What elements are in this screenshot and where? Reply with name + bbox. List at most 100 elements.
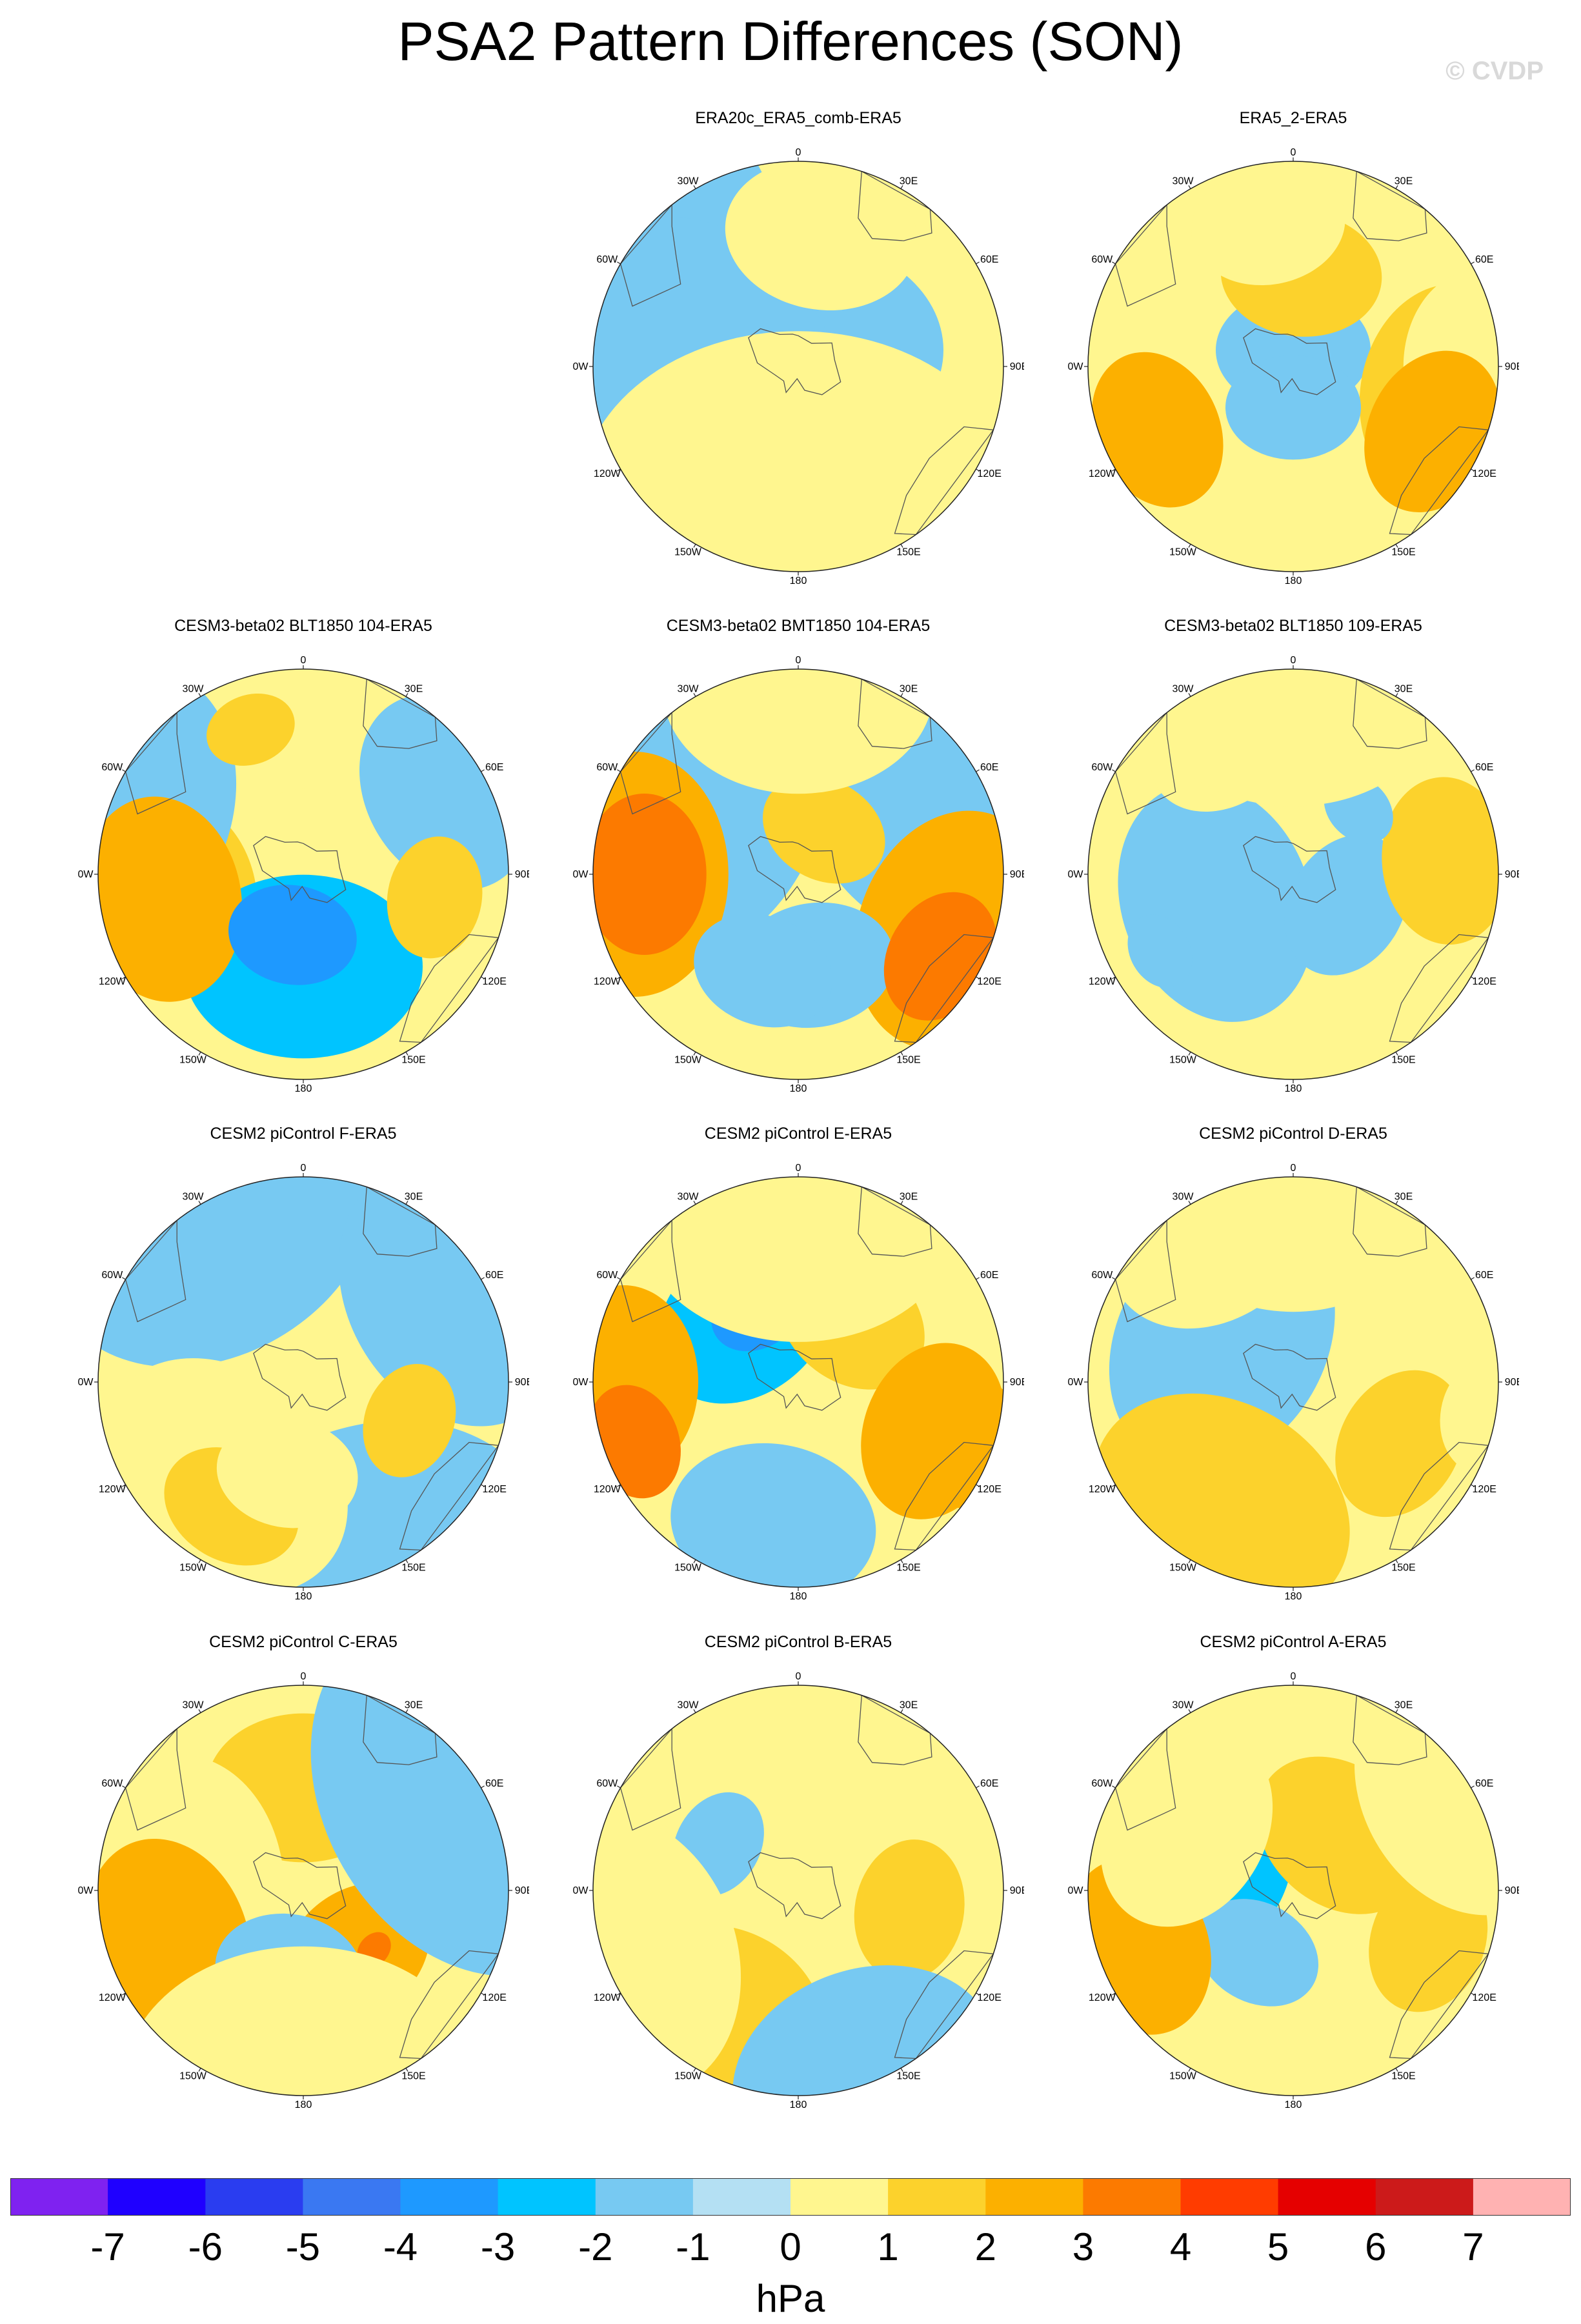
longitude-label: 60W	[1091, 762, 1113, 773]
anomaly-contour	[694, 914, 832, 1028]
anomaly-contour	[1150, 1430, 1304, 1565]
longitude-label: 180	[1285, 576, 1302, 586]
anomaly-contour	[98, 796, 243, 1002]
map-panel: CESM3-beta02 BMT1850 104-ERA5 0 30E 60E 90E 1…	[572, 616, 1024, 1107]
anomaly-contour	[216, 1417, 358, 1528]
longitude-label: 150W	[179, 2071, 207, 2082]
colorbar-tick-label: 2	[974, 2225, 996, 2269]
longitude-label: 60W	[101, 762, 123, 773]
longitude-label: 180	[295, 1591, 312, 1602]
map-panel: CESM2 piControl B-ERA5 0 30E 60E 90E 120E 150E…	[572, 1632, 1024, 2123]
longitude-label: 30E	[1395, 1192, 1413, 1203]
colorbar-box	[400, 2178, 499, 2216]
colorbar-box	[692, 2178, 791, 2216]
longitude-label: 60W	[1091, 254, 1113, 265]
longitude-label: 120W	[1089, 976, 1116, 987]
polar-map: 0 30E 60E 90E 120E 150E 180 150W 120W 90W 60W 30W	[77, 1163, 529, 1602]
panel-title: CESM3-beta02 BMT1850 104-ERA5	[666, 617, 931, 635]
anomaly-contour	[1364, 350, 1498, 512]
colorbar-box	[1278, 2178, 1376, 2216]
longitude-label: 90W	[77, 1377, 94, 1388]
longitude-label: 120W	[99, 1992, 126, 2003]
longitude-label: 120W	[1089, 1484, 1116, 1495]
longitude-label: 0	[301, 1671, 307, 1682]
longitude-label: 120W	[99, 976, 126, 987]
longitude-label: 30E	[405, 684, 423, 695]
longitude-label: 0	[1291, 1671, 1296, 1682]
longitude-label: 150W	[674, 2071, 702, 2082]
longitude-label: 180	[295, 2099, 312, 2110]
anomaly-contour	[252, 788, 368, 879]
longitude-label: 120W	[594, 1484, 621, 1495]
longitude-label: 0	[301, 1163, 307, 1174]
longitude-label: 90W	[77, 869, 94, 880]
colorbar-tick-label: 6	[1365, 2225, 1387, 2269]
map-panel: ERA5_2-ERA5 0 30E 60E 90E 120E 150E 180 150W 120W…	[1067, 108, 1519, 599]
longitude-label: 30E	[900, 684, 918, 695]
anomaly-contour	[98, 1177, 376, 1367]
longitude-label: 0	[796, 1163, 801, 1174]
anomaly-contour	[1335, 1370, 1465, 1518]
panel-title: CESM2 piControl B-ERA5	[704, 1633, 892, 1651]
longitude-label: 180	[790, 576, 807, 586]
anomaly-contour	[1100, 1730, 1273, 1927]
longitude-label: 60E	[980, 1778, 998, 1789]
longitude-label: 120E	[483, 1484, 507, 1495]
map-panel: ERA20c_ERA5_comb-ERA5 0 30E 60E 90E 120E 150E 1…	[572, 108, 1024, 599]
map-panel: CESM2 piControl A-ERA5 0 30E 60E 90E 120E 150E…	[1067, 1632, 1519, 2123]
colorbar-tick-label: 3	[1072, 2225, 1094, 2269]
watermark: © CVDP	[1445, 57, 1544, 85]
anomaly-contour	[123, 1946, 484, 2096]
colorbar-box	[498, 2178, 596, 2216]
longitude-label: 120E	[483, 976, 507, 987]
longitude-label: 150W	[179, 1055, 207, 1066]
colorbar-box	[1473, 2178, 1571, 2216]
panel-title: CESM2 piControl A-ERA5	[1200, 1633, 1387, 1651]
colorbar-box	[1083, 2178, 1182, 2216]
longitude-label: 60E	[980, 1270, 998, 1281]
longitude-label: 90E	[1505, 1377, 1519, 1388]
colorbar-box	[595, 2178, 694, 2216]
colorbar-box	[303, 2178, 401, 2216]
longitude-label: 60W	[596, 1778, 618, 1789]
polar-map: 0 30E 60E 90E 120E 150E 180 150W 120W 90W 60W 30W	[77, 655, 529, 1094]
anomaly-contour	[387, 836, 483, 959]
colorbar-tick-label: -3	[480, 2225, 516, 2269]
longitude-label: 0	[1291, 1163, 1296, 1174]
polar-map: 0 30E 60E 90E 120E 150E 180 150W 120W 90W 60W 30W	[572, 1163, 1024, 1602]
anomaly-contour	[732, 1965, 998, 2096]
colorbar-box	[790, 2178, 889, 2216]
longitude-label: 150E	[896, 1055, 920, 1066]
longitude-label: 30W	[183, 1192, 205, 1203]
longitude-label: 30W	[678, 684, 700, 695]
longitude-label: 150W	[674, 547, 702, 558]
anomaly-contour	[593, 1812, 741, 2096]
longitude-label: 30E	[1395, 684, 1413, 695]
polar-map: 0 30E 60E 90E 120E 150E 180 150W 120W 90W 60W 30W	[572, 147, 1024, 586]
longitude-label: 120W	[99, 1484, 126, 1495]
colorbar-tick-label: -5	[285, 2225, 321, 2269]
longitude-label: 90W	[572, 361, 589, 372]
longitude-label: 0	[301, 655, 307, 666]
anomaly-contour	[725, 161, 918, 310]
longitude-label: 90W	[572, 1377, 589, 1388]
longitude-label: 90E	[515, 1377, 529, 1388]
anomaly-contour	[1225, 355, 1361, 460]
colorbar-box	[985, 2178, 1083, 2216]
colorbar-box	[1375, 2178, 1474, 2216]
longitude-label: 180	[1285, 2099, 1302, 2110]
longitude-label: 120W	[1089, 468, 1116, 479]
colorbar-tick-label: 1	[877, 2225, 899, 2269]
map-panel: CESM2 piControl E-ERA5 0 30E 60E 90E 120E 150E…	[572, 1124, 1024, 1614]
colorbar-tick-label: 0	[780, 2225, 801, 2269]
longitude-label: 120E	[978, 1484, 1002, 1495]
longitude-label: 120W	[594, 976, 621, 987]
colorbar-tick-label: -4	[383, 2225, 418, 2269]
anomaly-contour	[854, 1839, 965, 1981]
longitude-label: 0	[796, 655, 801, 666]
longitude-label: 150W	[1169, 1055, 1197, 1066]
longitude-label: 0	[1291, 655, 1296, 666]
longitude-label: 150W	[1169, 1563, 1197, 1574]
longitude-label: 30W	[1173, 176, 1194, 187]
longitude-label: 60E	[485, 1778, 503, 1789]
